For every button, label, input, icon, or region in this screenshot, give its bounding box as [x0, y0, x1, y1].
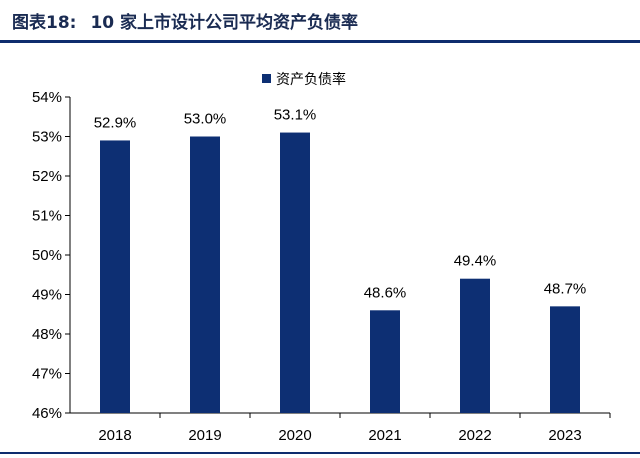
y-tick-label: 47% — [32, 366, 62, 383]
data-label: 53.1% — [274, 107, 317, 124]
bar — [460, 278, 490, 413]
x-tick-label: 2022 — [458, 427, 491, 444]
bar — [370, 310, 400, 413]
legend-swatch — [262, 74, 271, 83]
footer-divider — [0, 452, 640, 454]
bar — [280, 132, 310, 414]
bar — [190, 136, 220, 413]
data-label: 52.9% — [94, 114, 137, 131]
y-tick-label: 49% — [32, 287, 62, 304]
bar — [100, 140, 130, 413]
x-tick-label: 2023 — [548, 427, 581, 444]
y-tick-label: 48% — [32, 326, 62, 343]
x-tick-label: 2019 — [188, 427, 221, 444]
figure-title: 10 家上市设计公司平均资产负债率 — [90, 12, 359, 33]
bar — [550, 306, 580, 413]
x-tick-label: 2018 — [98, 427, 131, 444]
y-tick-label: 51% — [32, 208, 62, 225]
legend-label: 资产负债率 — [276, 71, 346, 88]
y-tick-label: 53% — [32, 129, 62, 146]
header-divider — [0, 40, 640, 43]
figure-header: 图表18: 10 家上市设计公司平均资产负债率 — [0, 0, 640, 40]
y-tick-label: 52% — [32, 168, 62, 185]
y-tick-label: 46% — [32, 405, 62, 422]
data-label: 49.4% — [454, 253, 497, 270]
y-tick-label: 54% — [32, 89, 62, 106]
data-label: 48.6% — [364, 284, 407, 301]
data-label: 48.7% — [544, 280, 587, 297]
data-label: 53.0% — [184, 111, 227, 128]
y-tick-label: 50% — [32, 247, 62, 264]
figure-label: 图表18: — [12, 12, 77, 33]
x-tick-label: 2021 — [368, 427, 401, 444]
x-tick-label: 2020 — [278, 427, 311, 444]
